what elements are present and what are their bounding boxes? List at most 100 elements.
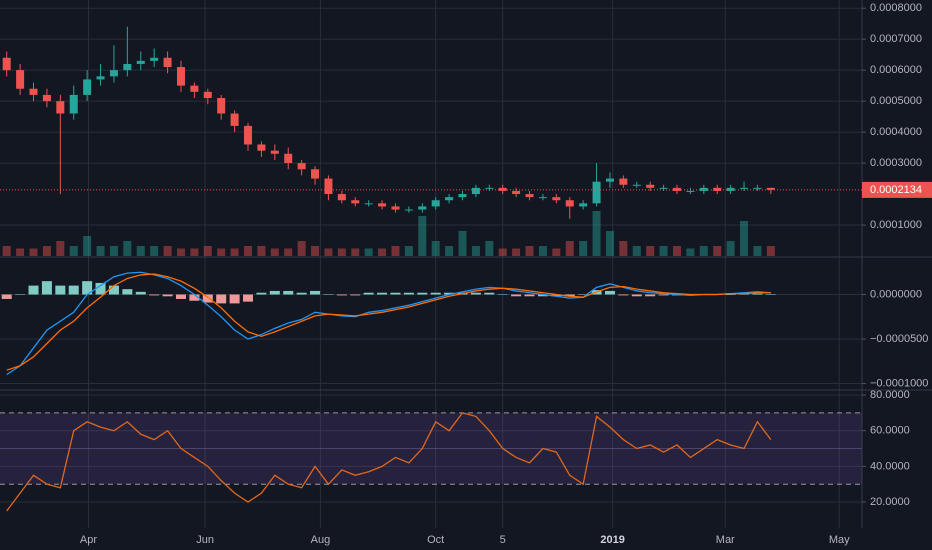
y-tick-label: 0.0005000 — [870, 95, 922, 107]
histogram-bar — [95, 282, 106, 295]
x-tick-label: Mar — [716, 534, 735, 546]
candle-body — [619, 178, 628, 185]
candle-body — [471, 187, 480, 195]
histogram-bar — [108, 285, 119, 295]
candle-body — [378, 203, 387, 207]
candle-body — [391, 206, 400, 210]
candle-body — [284, 153, 293, 164]
volume-bar — [445, 246, 454, 256]
candle-body — [56, 101, 65, 114]
histogram-bar — [403, 292, 414, 295]
y-tick-label: 60.0000 — [870, 425, 910, 437]
volume-bar — [592, 211, 601, 256]
histogram-bar — [377, 292, 388, 295]
volume-bar — [766, 246, 775, 256]
candle-body — [217, 98, 226, 114]
histogram-bar — [189, 294, 200, 301]
histogram-bar — [149, 294, 160, 296]
volume-bar — [83, 236, 92, 256]
y-tick-label: −0.0000500 — [870, 333, 928, 345]
candle-body — [632, 184, 641, 186]
histogram-bar — [135, 291, 146, 295]
candle-body — [203, 91, 212, 99]
histogram-bar — [524, 294, 535, 297]
candle-body — [230, 113, 239, 126]
volume-bar — [471, 246, 480, 256]
candle-body — [324, 178, 333, 195]
histogram-bar — [283, 290, 294, 295]
candle-body — [150, 57, 159, 61]
histogram-bar — [310, 290, 321, 295]
y-tick-label: 0.0008000 — [870, 2, 922, 14]
candle-body — [605, 178, 614, 182]
histogram-bar — [229, 294, 240, 304]
candle-body — [431, 200, 440, 207]
histogram-bar — [511, 294, 522, 297]
histogram-bar — [202, 294, 213, 303]
histogram-bar — [470, 292, 481, 295]
histogram-bar — [323, 294, 334, 296]
last-price-tag — [862, 181, 932, 198]
y-tick-label: 80.0000 — [870, 389, 910, 401]
x-tick-label: Jun — [196, 534, 214, 546]
candle-body — [337, 194, 346, 201]
volume-bar — [337, 248, 346, 256]
candle-body — [766, 187, 775, 190]
volume-bar — [552, 248, 561, 256]
histogram-bar — [564, 294, 575, 297]
volume-bar — [538, 246, 547, 256]
histogram-bar — [269, 290, 280, 295]
candle-body — [69, 94, 78, 114]
volume-bar — [109, 246, 118, 256]
volume-bar — [123, 241, 132, 256]
candle-body — [29, 88, 38, 95]
candle-body — [525, 194, 534, 198]
histogram-bar — [765, 294, 776, 296]
volume-bar — [29, 248, 38, 256]
histogram-bar — [430, 292, 441, 295]
volume-bar — [136, 246, 145, 256]
candle-body — [123, 63, 132, 71]
volume-bar — [257, 246, 266, 256]
volume-bar — [605, 231, 614, 256]
candle-body — [579, 203, 588, 207]
volume-bar — [458, 231, 467, 256]
histogram-bar — [497, 294, 508, 296]
histogram-bar — [417, 292, 428, 295]
volume-bar — [659, 246, 668, 256]
histogram-bar — [296, 292, 307, 295]
candle-body — [672, 187, 681, 191]
volume-bar — [726, 241, 735, 256]
macd-line — [6, 271, 771, 376]
candle-body — [686, 190, 695, 192]
candle-body — [512, 190, 521, 195]
histogram-bar — [1, 294, 12, 299]
volume-bar — [176, 248, 185, 256]
volume-bar — [284, 248, 293, 256]
y-tick-label: 0.0001000 — [870, 219, 922, 231]
candle-body — [176, 67, 185, 86]
histogram-bar — [363, 292, 374, 295]
histogram-bar — [551, 294, 562, 297]
y-tick-label: −0.0001000 — [870, 377, 928, 389]
volume-bar — [96, 246, 105, 256]
candle-body — [2, 57, 11, 71]
x-tick-label: Apr — [80, 534, 97, 546]
histogram-bar — [122, 289, 133, 295]
x-tick-label: Aug — [311, 534, 331, 546]
y-tick-label: 40.0000 — [870, 460, 910, 472]
volume-bar — [217, 248, 226, 256]
volume-bar — [378, 248, 387, 256]
volume-bar — [740, 221, 749, 256]
histogram-bar — [82, 281, 93, 295]
histogram-bar — [658, 294, 669, 296]
candle-body — [565, 200, 574, 207]
y-tick-label: 0.0006000 — [870, 64, 922, 76]
volume-bar — [699, 246, 708, 256]
volume-bar — [190, 248, 199, 256]
candle-body — [96, 76, 105, 80]
candle-body — [404, 209, 413, 211]
y-tick-label: 0.0003000 — [870, 157, 922, 169]
y-tick-label: 0.0007000 — [870, 33, 922, 45]
volume-bar — [391, 246, 400, 256]
